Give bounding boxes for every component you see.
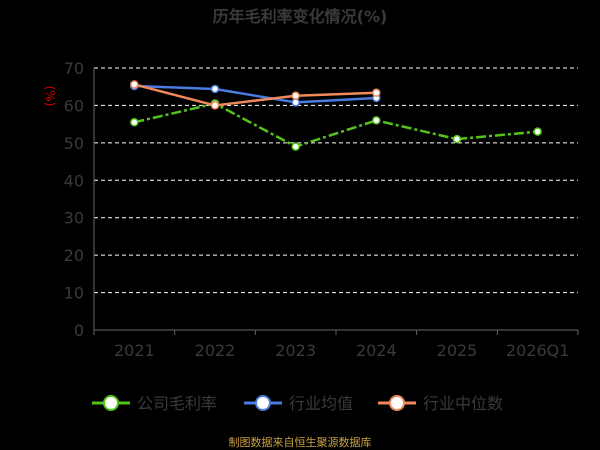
- y-tick-label: 20: [64, 246, 84, 265]
- legend: 公司毛利率 行业均值 行业中位数: [92, 394, 503, 413]
- y-tick-label: 50: [64, 134, 84, 153]
- data-point: [372, 116, 381, 125]
- y-tick-label: 10: [64, 284, 84, 303]
- series-lines: [130, 80, 542, 151]
- series-line: [134, 84, 377, 104]
- data-point: [130, 118, 139, 127]
- y-tick-label: 60: [64, 96, 84, 115]
- data-point: [291, 98, 300, 107]
- data-point: [210, 101, 220, 110]
- y-axis-label: (%): [43, 86, 57, 107]
- x-tick-label: 2022: [195, 341, 236, 360]
- legend-swatch-marker: [103, 395, 119, 411]
- x-tick-label: 2026Q1: [506, 341, 570, 360]
- data-point: [533, 127, 542, 136]
- legend-item: 行业中位数: [378, 394, 503, 413]
- y-tick-label: 70: [64, 59, 84, 78]
- data-point: [372, 88, 381, 97]
- legend-item: 公司毛利率: [92, 394, 217, 413]
- x-tick-label: 2024: [356, 341, 397, 360]
- axes: 0 10 20 30 40 50 60 70 2021 2022 2023 2024 2025 2026Q…: [64, 59, 579, 360]
- source-note: 制图数据来自恒生聚源数据库: [229, 435, 372, 449]
- chart-title: 历年毛利率变化情况(%): [213, 7, 388, 26]
- data-point: [291, 142, 300, 151]
- legend-item: 行业均值: [244, 394, 353, 413]
- x-tick-label: 2025: [437, 341, 478, 360]
- grid-lines: [94, 67, 578, 294]
- data-point: [210, 84, 220, 94]
- series-line: [134, 102, 538, 148]
- y-tick-label: 0: [74, 321, 84, 340]
- x-tick-label: 2021: [114, 341, 155, 360]
- legend-label: 公司毛利率: [137, 394, 217, 413]
- legend-label: 行业均值: [289, 394, 353, 413]
- series-line: [134, 83, 377, 107]
- legend-swatch-marker: [389, 395, 405, 411]
- legend-label: 行业中位数: [423, 394, 503, 413]
- series-group: [130, 80, 381, 110]
- data-point: [291, 91, 300, 100]
- y-tick-label: 40: [64, 171, 84, 190]
- data-point: [130, 80, 139, 89]
- legend-swatch-marker: [255, 395, 271, 411]
- x-tick-label: 2023: [275, 341, 316, 360]
- y-tick-label: 30: [64, 209, 84, 228]
- data-point: [452, 134, 462, 144]
